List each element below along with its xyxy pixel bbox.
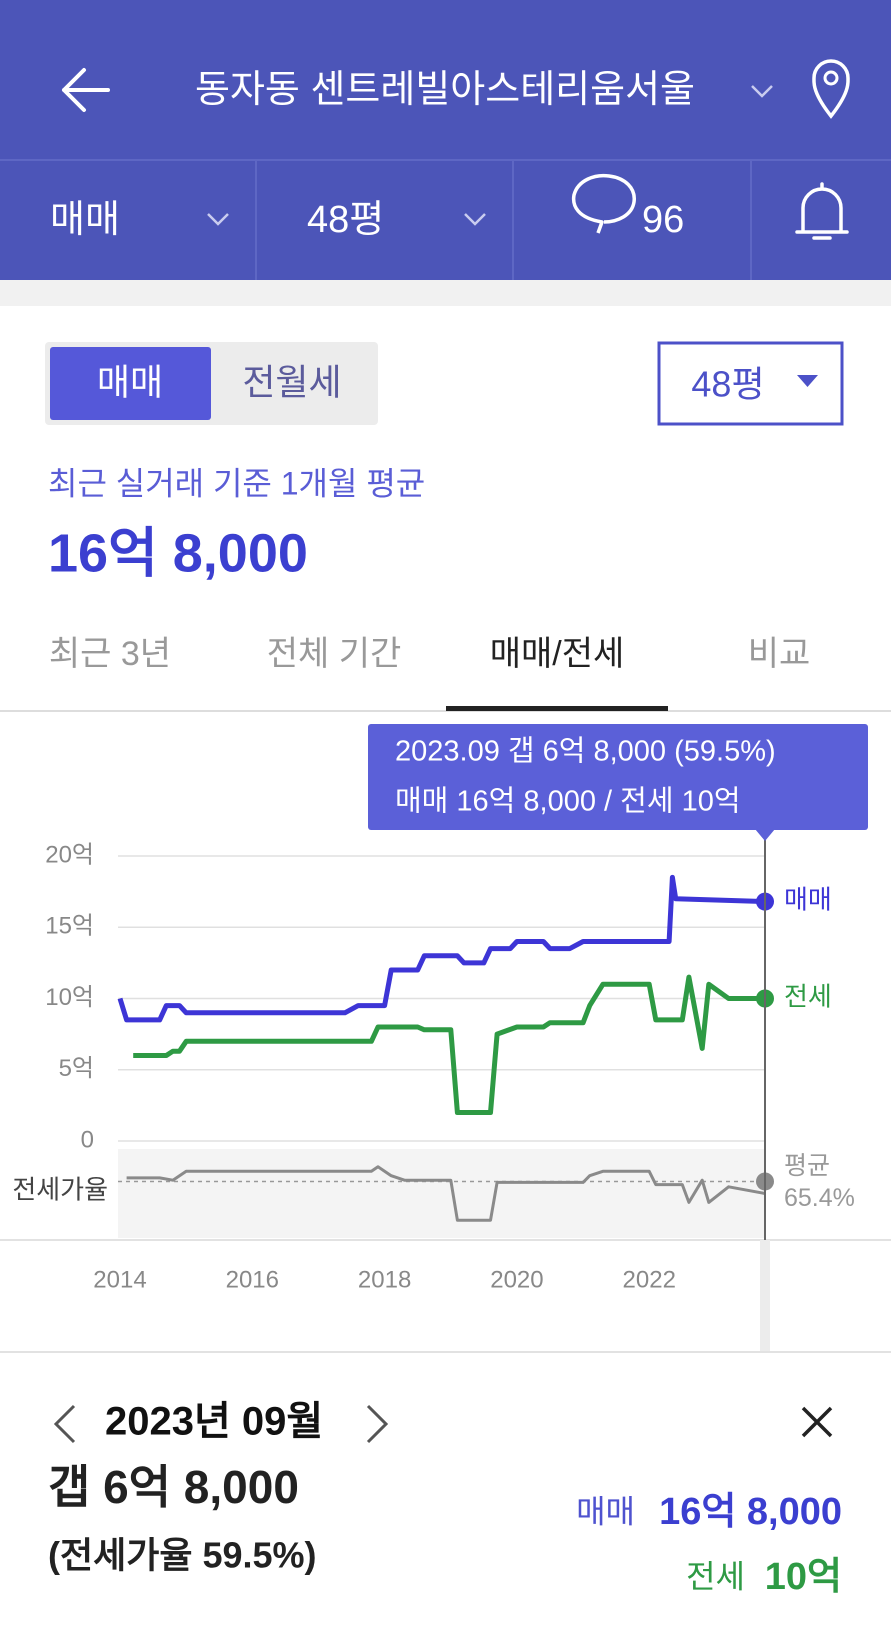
next-month[interactable]: [366, 1404, 389, 1444]
x-tick-label: 2014: [93, 1266, 146, 1293]
y-tick-label: 15억: [45, 913, 94, 940]
tab[interactable]: 전체 기간: [267, 635, 402, 673]
pin-dot: [823, 70, 839, 86]
summary-price: 16억 8,000: [48, 523, 308, 583]
complex-title[interactable]: 동자동 센트레빌아스테리움서울: [195, 69, 695, 111]
deal-type-filter[interactable]: 매매: [50, 199, 120, 241]
x-tick-label: 2020: [490, 1266, 543, 1293]
tooltip-line: 매매 16억 8,000 / 전세 10억: [395, 786, 741, 818]
segment-label: 매매: [97, 362, 163, 403]
series-line: [117, 874, 766, 1023]
comment-icon: [571, 173, 636, 234]
chart: 0 5억 10억 15억 20억 2014 2016 2018 2020 2022 매매전세전세가율…: [0, 829, 891, 1352]
app-bar: [0, 0, 891, 160]
pin-icon: [812, 59, 850, 119]
ratio-text: (전세가율 59.5%): [48, 1535, 317, 1576]
dropdown-label: 48평: [691, 364, 764, 405]
spacer: [0, 280, 891, 306]
back-icon: [62, 68, 110, 112]
average-value: 65.4%: [784, 1184, 855, 1212]
close-button[interactable]: [801, 1406, 833, 1438]
x-tick-label: 2022: [623, 1266, 676, 1293]
segment-selected[interactable]: [50, 347, 211, 420]
detail-date: 2023년 09월: [105, 1400, 323, 1444]
tooltip: [368, 724, 868, 830]
average-label: 평균: [784, 1152, 830, 1180]
size-dropdown[interactable]: [657, 341, 844, 426]
x-tick-label: 2018: [358, 1266, 411, 1293]
prev-month[interactable]: [53, 1404, 76, 1444]
dropdown-arrow: [797, 375, 818, 387]
y-tick-label: 0: [81, 1126, 94, 1153]
title-chevron[interactable]: [751, 85, 773, 98]
y-tick-label: 10억: [45, 984, 94, 1011]
gap-amount: 갭 6억 8,000: [48, 1461, 299, 1513]
jeonse-label: 전세: [686, 1558, 745, 1594]
tab[interactable]: 비교: [748, 635, 811, 673]
x-tick-label: 2016: [226, 1266, 279, 1293]
series-end-label: 매매: [784, 884, 832, 914]
tooltip-pointer: [755, 829, 775, 841]
location-button[interactable]: [812, 59, 850, 119]
sale-label: 매매: [576, 1493, 635, 1529]
comment-count: 96: [642, 199, 684, 241]
chevron: [207, 213, 229, 226]
ratio-title: 전세가율: [12, 1174, 108, 1204]
jeonse-price: 10억: [765, 1556, 842, 1598]
y-tick-label: 5억: [59, 1055, 94, 1082]
series-line: [133, 974, 765, 1115]
back-button[interactable]: [62, 68, 110, 112]
size-filter[interactable]: 48평: [307, 199, 384, 241]
chevron: [464, 213, 486, 226]
y-tick-label: 20억: [45, 841, 94, 868]
cursor-band: [760, 1240, 770, 1352]
tooltip-line: 2023.09 갭 6억 8,000 (59.5%): [395, 736, 776, 768]
segment-label[interactable]: 전월세: [242, 362, 341, 403]
tab-selected[interactable]: 매매/전세: [490, 635, 625, 673]
comments-button[interactable]: 96: [571, 173, 685, 241]
tab[interactable]: 최근 3년: [49, 635, 171, 673]
series-end-label: 전세: [784, 981, 832, 1011]
tab-indicator: [446, 706, 668, 711]
summary-caption: 최근 실거래 기준 1개월 평균: [48, 465, 425, 501]
alert-button[interactable]: [795, 182, 849, 240]
ratio-panel: [118, 1149, 765, 1238]
filter-bar: [0, 160, 891, 280]
series-line: [126, 1165, 766, 1222]
bell-icon: [795, 182, 849, 240]
sale-price: 16억 8,000: [659, 1491, 842, 1533]
